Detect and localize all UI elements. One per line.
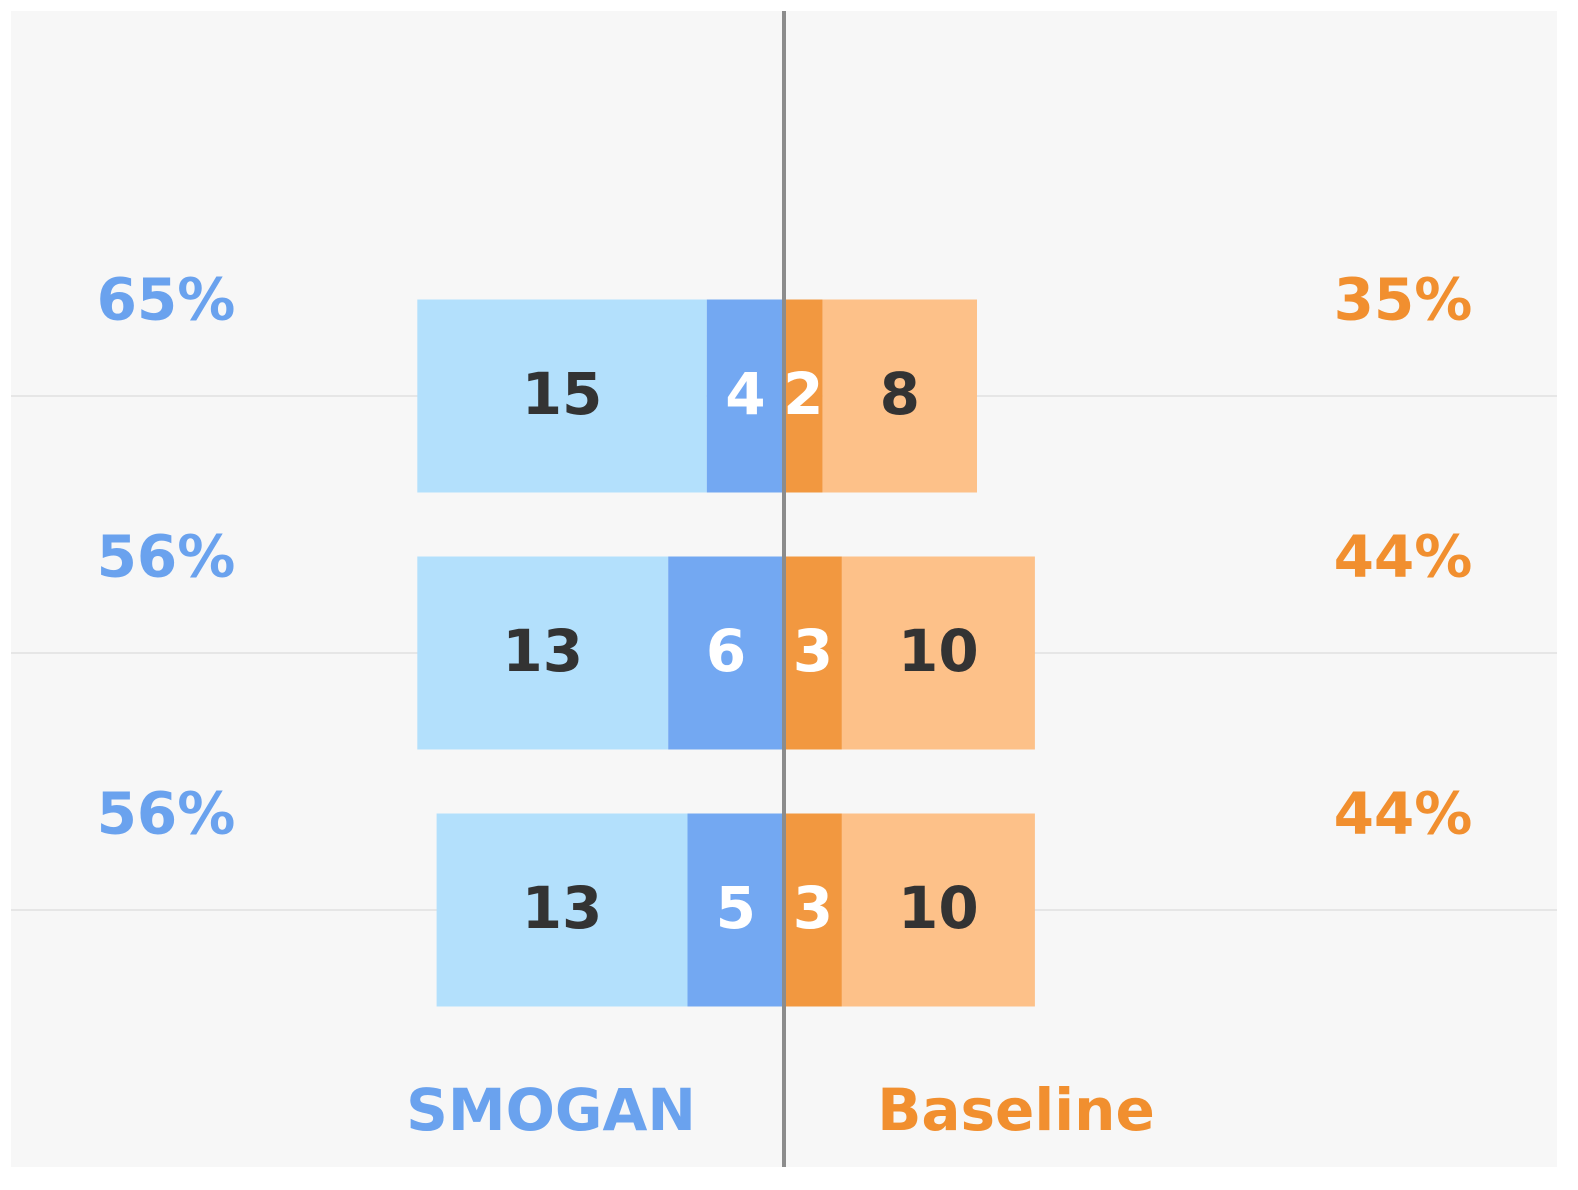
data-label-smogan-outer: 13 [522,874,603,942]
bar-baseline-inner [784,813,842,1007]
data-label-smogan-inner: 5 [716,874,756,942]
bar-smogan-outer [417,299,707,493]
bar-baseline-inner [784,556,842,750]
data-label-baseline-outer: 10 [898,874,979,942]
data-label-baseline-outer: 8 [880,360,920,428]
bar-smogan-outer [417,556,669,750]
data-label-baseline-inner: 3 [793,617,833,685]
bar-baseline-outer [822,299,977,493]
data-label-smogan-outer: 13 [502,617,583,685]
bar-baseline-outer [841,556,1035,750]
data-label-smogan-outer: 15 [522,360,603,428]
bar-baseline-inner [784,299,823,493]
bar-baseline-outer [841,813,1035,1007]
bar-smogan-inner [687,813,784,1007]
pct-label-smogan: 56% [97,523,236,591]
pct-label-baseline: 35% [1334,266,1473,334]
bar-smogan-outer [436,813,688,1007]
pct-label-baseline: 44% [1334,780,1473,848]
bars [417,299,1035,1007]
legend-label-smogan: SMOGAN [406,1076,696,1144]
pct-label-smogan: 56% [97,780,236,848]
legend-label-baseline: Baseline [877,1076,1155,1144]
data-label-baseline-inner: 3 [793,874,833,942]
data-label-smogan-inner: 6 [706,617,746,685]
data-label-smogan-inner: 4 [725,360,765,428]
pct-label-smogan: 65% [97,266,236,334]
data-label-baseline-outer: 10 [898,617,979,685]
bar-smogan-inner [706,299,784,493]
bar-smogan-inner [668,556,784,750]
pct-label-baseline: 44% [1334,523,1473,591]
data-label-baseline-inner: 2 [783,360,823,428]
